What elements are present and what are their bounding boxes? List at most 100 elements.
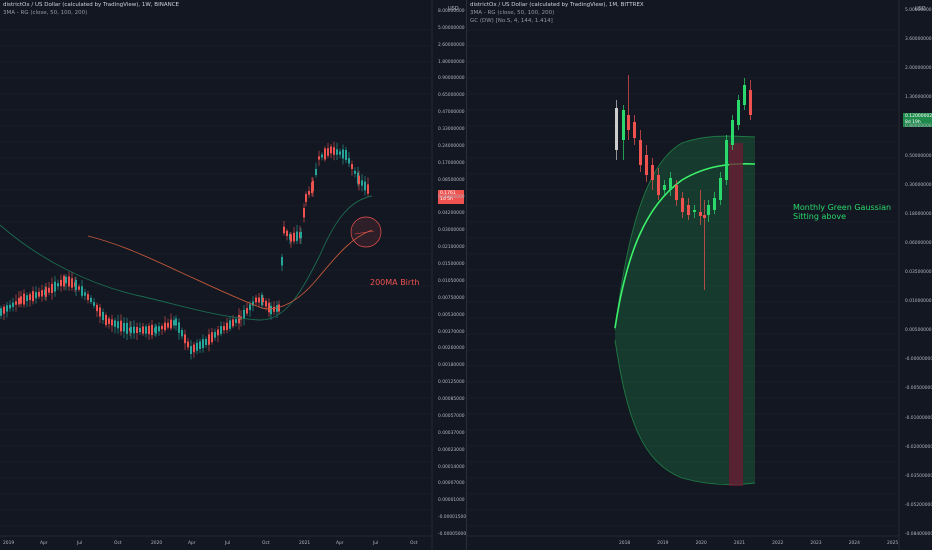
gaussian-band-fill <box>615 136 755 485</box>
left-price-tick: 0.00014000 <box>438 464 465 470</box>
left-candle <box>90 297 92 303</box>
left-candle <box>220 326 222 334</box>
left-price-tick: 0.00057000 <box>438 413 465 419</box>
left-candle <box>196 342 198 351</box>
left-candle <box>300 231 302 239</box>
left-candle <box>12 302 14 307</box>
left-candle <box>65 276 67 284</box>
right-candle <box>651 165 654 180</box>
left-price-tick: 0.01500000 <box>438 262 465 268</box>
right-candle <box>737 100 740 125</box>
left-candle <box>38 291 40 297</box>
left-candle <box>217 329 219 336</box>
left-candle <box>273 306 275 312</box>
left-candle <box>41 290 43 297</box>
left-price-tick: 0.00085000 <box>438 397 465 403</box>
left-candle <box>303 208 305 218</box>
left-candle <box>136 327 138 333</box>
left-candle <box>108 318 110 324</box>
right-price-tick: 0.03500000 <box>905 270 932 275</box>
right-price-tick: 3.60000000 <box>905 37 932 43</box>
left-candle <box>281 256 283 266</box>
left-candle <box>29 294 31 301</box>
left-price-tick: 2.60000000 <box>438 42 465 48</box>
left-candle <box>105 314 107 326</box>
left-candle <box>205 338 207 346</box>
left-time-tick: Apr <box>40 541 48 546</box>
right-price-tick: 0.00500000 <box>905 328 932 334</box>
left-price-tick: 0.00001000 <box>438 498 465 504</box>
left-time-tick: Oct <box>262 541 270 546</box>
right-price-tick: 0.01000000 <box>905 299 932 305</box>
left-candle <box>339 151 341 155</box>
left-candle <box>117 321 119 329</box>
right-candle <box>669 178 672 190</box>
left-candle <box>161 325 163 330</box>
left-candle <box>361 180 363 186</box>
right-time-tick: 2021 <box>733 541 746 546</box>
left-time-tick: Jul <box>77 541 83 546</box>
left-unit-label: USD <box>448 6 459 12</box>
left-candle <box>243 309 245 319</box>
left-candle <box>9 304 11 309</box>
left-candle <box>184 334 186 344</box>
left-candle <box>354 170 356 174</box>
left-candle <box>255 297 257 303</box>
left-candle <box>155 326 157 334</box>
left-indicator-legend[interactable]: 3MA - RG (close, 50, 100, 200) <box>3 10 88 16</box>
right-gaussian-legend[interactable]: GC (DW) [No.S, 4, 144, 1.414] <box>470 18 553 24</box>
left-price-tick: -0.00005000 <box>438 532 466 537</box>
left-candle <box>68 276 70 287</box>
left-candle <box>246 308 248 314</box>
right-candle <box>639 140 642 165</box>
right-time-tick: 2024 <box>848 541 860 546</box>
left-candle <box>78 286 80 290</box>
left-candle <box>54 281 56 292</box>
left-candle <box>214 331 216 338</box>
left-candle <box>93 302 95 306</box>
left-candle <box>348 158 350 164</box>
left-price-tick: 0.90000000 <box>438 76 465 82</box>
left-candle <box>60 279 62 287</box>
right-candle <box>627 115 630 130</box>
right-candle <box>743 85 746 105</box>
left-price-tick: 0.01050000 <box>438 278 465 284</box>
left-candle <box>308 190 310 195</box>
left-chart-pane[interactable]: districtOx / US Dollar (calculated by Tr… <box>0 0 466 550</box>
left-candle <box>286 230 288 237</box>
left-candle <box>315 168 317 176</box>
right-candle <box>687 205 690 215</box>
right-price-tick: 5.00000000 <box>905 8 932 13</box>
left-candle <box>283 226 285 234</box>
left-candle <box>187 341 189 348</box>
left-candle <box>45 287 47 297</box>
left-candle <box>351 164 353 170</box>
right-chart-canvas[interactable] <box>467 0 932 550</box>
right-candle <box>713 198 716 210</box>
left-price-tick: 0.00750000 <box>438 295 465 301</box>
left-candle <box>139 327 141 333</box>
left-time-tick: Oct <box>410 541 418 546</box>
right-chart-title: districtOx / US Dollar (calculated by Tr… <box>470 2 644 8</box>
left-price-tick: 0.00180000 <box>438 363 465 369</box>
left-price-tick: 0.00125000 <box>438 380 465 386</box>
right-indicator-legend[interactable]: 3MA - RG (close, 50, 100, 200) <box>470 10 555 16</box>
left-candle <box>96 304 98 312</box>
right-chart-pane[interactable]: districtOx / US Dollar (calculated by Tr… <box>466 0 932 550</box>
left-price-tick: 0.00037000 <box>438 430 465 436</box>
left-chart-canvas[interactable] <box>0 0 466 550</box>
left-candle <box>252 301 254 306</box>
left-candle <box>63 275 65 287</box>
left-candle <box>318 156 320 160</box>
left-candle <box>296 231 298 241</box>
left-candle <box>345 149 347 161</box>
right-price-tick: 0.80000000 <box>905 124 932 130</box>
right-price-tick: 0.06000000 <box>905 240 932 246</box>
left-candle <box>133 326 135 334</box>
left-time-tick: Oct <box>114 541 122 546</box>
right-candle <box>663 185 666 190</box>
left-candle <box>151 324 153 336</box>
left-candle <box>71 278 73 288</box>
right-candle <box>725 140 728 180</box>
right-price-tick: 2.00000000 <box>905 66 932 72</box>
